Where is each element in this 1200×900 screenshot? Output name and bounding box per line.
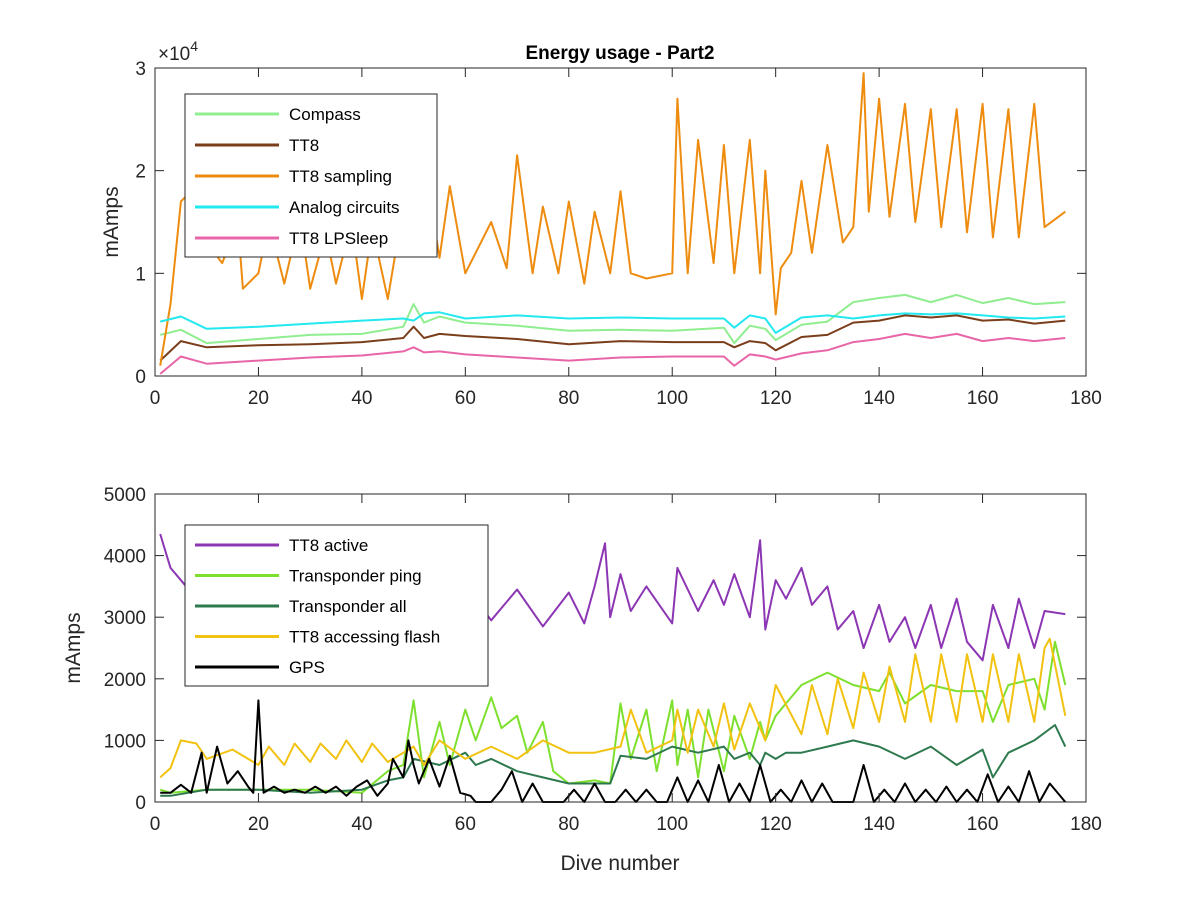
chart-top: Energy usage - Part2 0 20 40 60 80 100 120 140 1… bbox=[100, 38, 1102, 409]
top-series-lines bbox=[159, 72, 1066, 375]
x-tick-label: 180 bbox=[1070, 388, 1102, 409]
y-tick-label: 3000 bbox=[104, 608, 146, 629]
series-line-transponder-ping bbox=[159, 640, 1067, 794]
series-line-analog-circuits bbox=[159, 311, 1066, 334]
chart-bottom: 0 20 40 60 80 100 120 140 160 180 0 1000 2000 3000 40… bbox=[62, 485, 1102, 875]
x-tick-label: 100 bbox=[656, 388, 688, 409]
bottom-x-axis: 0 20 40 60 80 100 120 140 160 180 bbox=[150, 494, 1102, 835]
y-tick-label: 2 bbox=[135, 162, 146, 183]
y-tick-label: 1 bbox=[135, 264, 146, 285]
x-tick-label: 120 bbox=[760, 814, 792, 835]
x-tick-label: 100 bbox=[656, 814, 688, 835]
y-tick-label: 1000 bbox=[104, 731, 146, 752]
bottom-plot-frame bbox=[154, 493, 1087, 803]
x-tick-label: 80 bbox=[558, 814, 579, 835]
x-tick-label: 160 bbox=[967, 814, 999, 835]
bottom-series-lines bbox=[159, 533, 1067, 803]
legend-label-tt8-active: TT8 active bbox=[289, 536, 368, 555]
legend-label-tt8-sampling: TT8 sampling bbox=[289, 167, 392, 186]
chart-title: Energy usage - Part2 bbox=[525, 43, 714, 64]
series-line-tt8 bbox=[159, 314, 1066, 362]
bottom-x-axis-label: Dive number bbox=[560, 852, 679, 875]
series-line-tt8-accessing-flash bbox=[159, 637, 1067, 779]
x-tick-label: 40 bbox=[351, 814, 372, 835]
y-tick-label: 5000 bbox=[104, 485, 146, 506]
x-tick-label: 60 bbox=[455, 388, 476, 409]
top-y-axis: 0 1 2 3 bbox=[135, 59, 1086, 388]
legend-label-transponder-all: Transponder all bbox=[289, 597, 407, 616]
legend-label-tt8: TT8 bbox=[289, 136, 319, 155]
x-tick-label: 20 bbox=[248, 388, 269, 409]
y-tick-label: 4000 bbox=[104, 547, 146, 568]
y-tick-label: 0 bbox=[135, 367, 146, 388]
x-tick-label: 140 bbox=[863, 814, 895, 835]
legend-label-gps: GPS bbox=[289, 658, 325, 677]
series-line-tt8-sampling bbox=[159, 72, 1066, 366]
x-tick-label: 80 bbox=[558, 388, 579, 409]
x-tick-label: 180 bbox=[1070, 814, 1102, 835]
x-tick-label: 140 bbox=[863, 388, 895, 409]
top-plot-frame bbox=[154, 67, 1087, 377]
top-y-exponent-power: 4 bbox=[190, 38, 198, 54]
legend-label-compass: Compass bbox=[289, 105, 361, 124]
y-tick-label: 3 bbox=[135, 59, 146, 80]
x-tick-label: 60 bbox=[455, 814, 476, 835]
x-tick-label: 40 bbox=[351, 388, 372, 409]
x-tick-label: 0 bbox=[150, 388, 161, 409]
series-line-gps bbox=[160, 699, 1067, 803]
bottom-y-axis-label: mAmps bbox=[62, 612, 85, 683]
legend-label-tt8-lpsleep: TT8 LPSleep bbox=[289, 229, 388, 248]
x-tick-label: 20 bbox=[248, 814, 269, 835]
y-tick-label: 0 bbox=[135, 793, 146, 814]
legend-label-tt8-accessing-flash: TT8 accessing flash bbox=[289, 628, 440, 647]
top-y-exponent: ×104 bbox=[158, 38, 198, 65]
series-line-transponder-all bbox=[160, 724, 1067, 797]
legend-label-transponder-ping: Transponder ping bbox=[289, 567, 422, 586]
series-line-compass bbox=[159, 293, 1066, 345]
bottom-y-axis: 0 1000 2000 3000 4000 5000 bbox=[104, 485, 1086, 814]
x-tick-label: 120 bbox=[760, 388, 792, 409]
series-line-tt8-lpsleep bbox=[159, 332, 1066, 375]
legend-label-analog-circuits: Analog circuits bbox=[289, 198, 400, 217]
x-tick-label: 0 bbox=[150, 814, 161, 835]
top-y-axis-label: mAmps bbox=[100, 186, 123, 257]
top-x-axis: 0 20 40 60 80 100 120 140 160 180 bbox=[150, 68, 1102, 409]
bottom-legend: TT8 active Transponder ping Transponder al… bbox=[184, 524, 489, 687]
y-tick-label: 2000 bbox=[104, 670, 146, 691]
top-legend: Compass TT8 TT8 sampling Analog circuits TT8… bbox=[184, 93, 438, 258]
top-y-exponent-base: ×10 bbox=[158, 44, 190, 65]
x-tick-label: 160 bbox=[967, 388, 999, 409]
